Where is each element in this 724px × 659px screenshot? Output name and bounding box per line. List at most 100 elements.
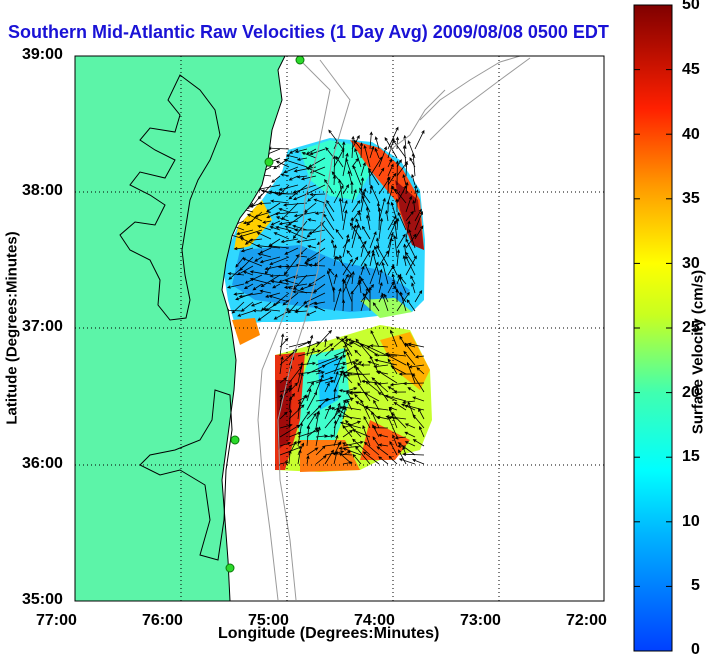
velocity-arrow [274, 192, 299, 196]
velocity-arrow [407, 342, 425, 348]
velocity-arrow [257, 224, 272, 231]
velocity-arrow [351, 135, 355, 159]
velocity-arrow [324, 409, 341, 429]
velocity-arrow [365, 381, 380, 393]
velocity-arrow [275, 225, 290, 231]
velocity-arrow [353, 364, 362, 384]
velocity-arrow [297, 361, 304, 384]
velocity-arrow [338, 389, 353, 393]
velocity-arrow [378, 217, 384, 240]
velocity-arrow [288, 393, 296, 402]
velocity-arrow [346, 390, 353, 402]
velocity-arrow [297, 349, 321, 357]
velocity-arrow [414, 225, 424, 240]
velocity-arrow [374, 381, 389, 402]
velocity-arrow [246, 211, 263, 226]
velocity-arrow [362, 424, 371, 447]
velocity-arrow [355, 338, 371, 357]
radar-station-marker[interactable] [230, 435, 240, 445]
velocity-arrow [398, 458, 416, 465]
velocity-arrow [414, 289, 423, 303]
velocity-arrow [378, 443, 389, 447]
velocity-arrow [396, 233, 406, 249]
velocity-arrow [308, 157, 326, 168]
velocity-arrow [381, 261, 389, 285]
velocity-arrow [297, 449, 302, 465]
velocity-arrow [315, 455, 327, 465]
velocity-arrow [412, 414, 425, 429]
velocity-arrow [299, 283, 317, 291]
velocity-arrow [387, 415, 398, 438]
velocity-arrow [288, 449, 292, 465]
velocity-arrow [408, 228, 416, 249]
velocity-arrow [358, 211, 362, 222]
velocity-arrow [283, 202, 308, 207]
velocity-arrow [362, 451, 380, 465]
velocity-arrow [288, 382, 298, 393]
velocity-arrow [331, 239, 335, 249]
velocity-arrow [378, 146, 387, 168]
velocity-arrow [345, 157, 353, 177]
velocity-arrow [376, 415, 389, 420]
colorbar-tick-label: 20 [682, 384, 700, 401]
x-tick-label: 73:00 [460, 612, 501, 629]
velocity-arrow [387, 232, 394, 249]
velocity-arrow [360, 161, 366, 177]
velocity-arrow [304, 301, 317, 308]
velocity-arrow [387, 215, 397, 231]
velocity-arrow [405, 251, 416, 267]
velocity-arrow [339, 421, 362, 429]
velocity-arrow [333, 255, 338, 267]
velocity-arrow [405, 210, 414, 222]
velocity-arrow [342, 429, 354, 438]
velocity-arrow [394, 188, 407, 204]
velocity-arrow [402, 400, 416, 404]
velocity-arrow [297, 442, 305, 456]
velocity-arrow [270, 220, 281, 226]
velocity-arrow [293, 211, 317, 218]
velocity-arrow [396, 159, 402, 168]
y-tick-label: 38:00 [22, 182, 63, 199]
velocity-arrow [257, 252, 272, 258]
velocity-arrow [342, 440, 364, 447]
velocity-arrow [395, 136, 400, 150]
velocity-arrow [324, 366, 346, 375]
velocity-arrow [377, 370, 398, 384]
velocity-arrow [288, 395, 293, 411]
velocity-arrow [333, 387, 337, 402]
velocity-arrow [392, 265, 398, 276]
velocity-arrow [365, 206, 371, 222]
radar-station-marker[interactable] [264, 157, 274, 167]
velocity-arrow [369, 355, 380, 375]
velocity-arrow [397, 211, 407, 231]
velocity-arrow [404, 423, 416, 429]
radar-station-marker[interactable] [295, 56, 305, 65]
y-tick-label: 36:00 [22, 455, 63, 472]
velocity-arrow [273, 232, 290, 240]
velocity-arrow [315, 343, 334, 357]
velocity-arrow [412, 396, 425, 402]
velocity-arrow [257, 310, 272, 321]
velocity-arrow [352, 438, 371, 456]
velocity-arrow [385, 209, 389, 222]
velocity-arrow [402, 254, 407, 267]
velocity-arrow [366, 345, 389, 357]
velocity-arrow [333, 349, 349, 357]
velocity-arrow [346, 351, 353, 366]
velocity-arrow [397, 274, 407, 294]
velocity-arrow [387, 172, 397, 186]
velocity-arrow [372, 302, 380, 312]
velocity-arrow [333, 405, 345, 429]
y-tick-label: 39:00 [22, 46, 63, 63]
velocity-arrow [378, 281, 383, 294]
velocity-arrow [333, 244, 337, 258]
velocity-arrow [341, 337, 353, 357]
velocity-arrow [360, 363, 371, 367]
velocity-arrow [342, 337, 349, 357]
velocity-arrow [406, 299, 416, 312]
radar-station-marker[interactable] [225, 563, 235, 573]
velocity-arrow [395, 160, 400, 186]
velocity-arrow [242, 220, 254, 225]
velocity-arrow [324, 379, 335, 384]
velocity-arrow [233, 292, 245, 296]
